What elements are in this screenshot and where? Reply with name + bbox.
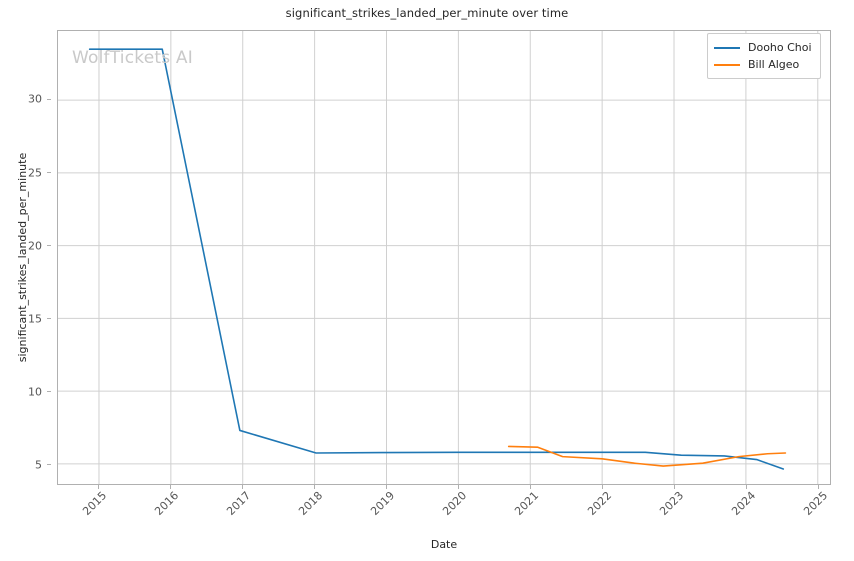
y-tick-mark — [47, 464, 51, 466]
series-line — [507, 445, 787, 467]
legend-color-swatch — [714, 46, 740, 49]
x-tick-label: 2018 — [296, 489, 326, 518]
series-lines — [88, 48, 787, 470]
series-line — [88, 48, 785, 470]
x-tick-mark — [674, 485, 676, 489]
y-tick-mark — [47, 391, 51, 393]
x-tick-label: 2019 — [368, 489, 398, 518]
y-tick-label: 20 — [28, 239, 42, 253]
legend-label: Bill Algeo — [748, 58, 800, 71]
x-tick-mark — [818, 485, 820, 489]
chart-legend: Dooho Choi Bill Algeo — [707, 33, 821, 79]
y-tick-mark — [47, 245, 51, 247]
x-tick-label: 2020 — [440, 489, 470, 518]
legend-item: Dooho Choi — [714, 39, 812, 56]
x-tick-label: 2025 — [800, 489, 830, 518]
y-tick-label: 15 — [28, 312, 42, 326]
x-tick-label: 2024 — [728, 489, 758, 518]
x-tick-label: 2021 — [512, 489, 542, 518]
x-tick-mark — [529, 485, 531, 489]
y-tick-mark — [47, 318, 51, 320]
legend-item: Bill Algeo — [714, 56, 812, 73]
y-tick-mark — [47, 172, 51, 173]
x-tick-mark — [602, 485, 604, 489]
y-tick-label: 10 — [28, 385, 42, 399]
x-tick-mark — [385, 485, 387, 489]
x-tick-mark — [313, 485, 315, 489]
x-axis-label: Date — [430, 538, 458, 551]
x-tick-label: 2022 — [584, 489, 614, 518]
x-tick-label: 2017 — [224, 489, 254, 518]
x-tick-mark — [97, 485, 99, 489]
x-tick-label: 2016 — [152, 489, 182, 518]
legend-label: Dooho Choi — [748, 41, 812, 54]
x-tick-mark — [746, 485, 748, 489]
y-tick-label: 5 — [35, 458, 42, 472]
y-tick-mark — [47, 98, 51, 100]
plot-area: WolfTickets AI — [57, 30, 831, 485]
x-tick-label: 2023 — [656, 489, 686, 518]
chart-title: significant_strikes_landed_per_minute ov… — [285, 6, 569, 20]
x-tick-mark — [457, 485, 459, 489]
x-tick-label: 2015 — [80, 489, 110, 518]
legend-color-swatch — [714, 63, 740, 66]
y-axis-ticks: 5 10 15 20 25 30 — [0, 30, 51, 485]
y-tick-label: 25 — [28, 166, 42, 179]
x-tick-mark — [169, 485, 171, 489]
x-axis-ticks: 2015 2016 2017 2018 2019 2020 2021 2022 2023 2024… — [57, 485, 831, 545]
y-tick-label: 30 — [28, 92, 42, 106]
x-tick-mark — [241, 485, 243, 489]
